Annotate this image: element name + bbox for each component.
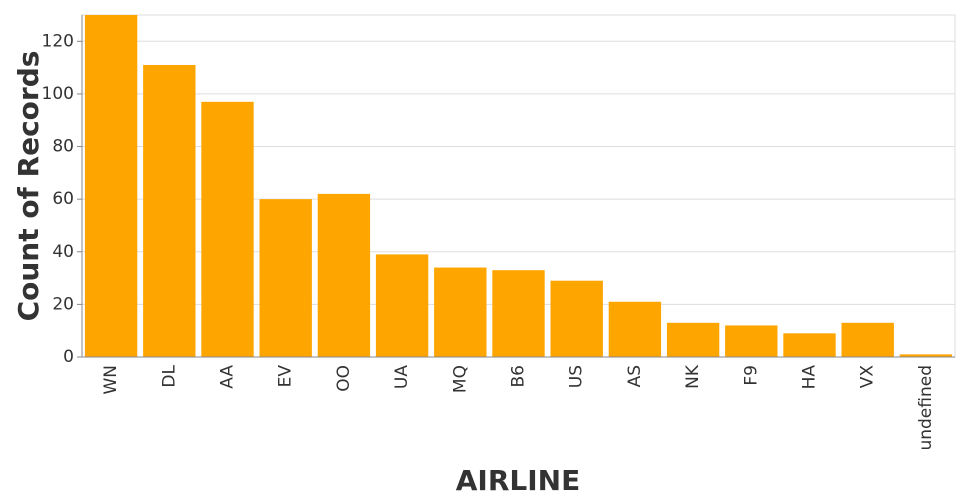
bar <box>608 301 662 357</box>
x-tick-label: F9 <box>741 365 761 386</box>
y-tick-label: 20 <box>52 294 74 314</box>
y-tick-label: 100 <box>42 84 74 104</box>
bar <box>317 193 371 357</box>
x-axis-title: AIRLINE <box>456 464 580 497</box>
x-tick-label: EV <box>276 365 296 388</box>
x-tick-label: UA <box>392 365 412 389</box>
y-tick-label: 60 <box>52 189 74 209</box>
y-tick-label: 80 <box>52 137 74 157</box>
x-tick-label: B6 <box>509 365 529 387</box>
bar <box>899 354 953 357</box>
x-tick-label: HA <box>800 365 820 390</box>
bar <box>84 15 138 357</box>
x-tick-label: AS <box>625 365 645 387</box>
y-tick-label: 120 <box>42 31 74 51</box>
x-tick-label: undefined <box>916 365 936 451</box>
bar <box>783 333 836 357</box>
bar <box>550 280 603 357</box>
bar <box>434 267 487 357</box>
bar <box>666 322 720 357</box>
x-tick-label: AA <box>218 365 238 389</box>
bar <box>201 101 254 357</box>
x-tick-label: WN <box>101 365 121 395</box>
x-tick-label: NK <box>683 364 703 389</box>
x-tick-label: OO <box>334 365 354 392</box>
x-tick-label: US <box>567 365 587 388</box>
x-tick-label: VX <box>858 365 878 389</box>
x-tick-label: MQ <box>450 365 470 393</box>
bar <box>725 325 778 357</box>
bar <box>841 322 894 357</box>
bar <box>492 270 545 357</box>
x-tick-label: DL <box>159 364 179 387</box>
y-axis-title: Count of Records <box>12 51 45 322</box>
bar <box>143 64 196 357</box>
bar <box>259 199 312 357</box>
bar <box>375 254 429 357</box>
y-tick-label: 40 <box>52 242 74 262</box>
y-tick-label: 0 <box>63 347 74 367</box>
